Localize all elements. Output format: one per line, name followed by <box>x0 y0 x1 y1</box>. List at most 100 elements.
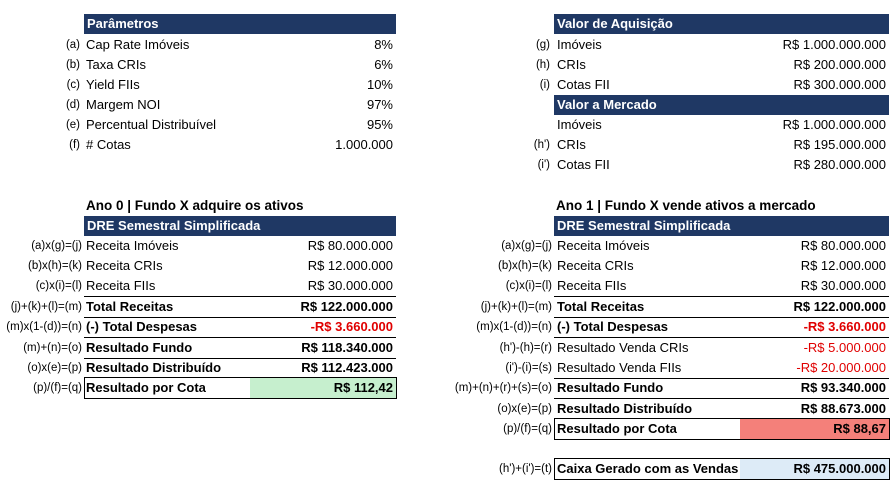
ano1-value: -R$ 5.000.000 <box>803 340 886 355</box>
ano1-dre-header: DRE Semestral Simplificada <box>554 216 889 236</box>
mercado-label: Cotas FII <box>557 157 610 172</box>
ano1-code: (c)x(i)=(l) <box>505 280 552 292</box>
param-value: 95% <box>366 117 393 132</box>
ano1-cota-box <box>554 418 890 440</box>
param-code: (f) <box>69 139 80 151</box>
aquisicao-value: R$ 300.000.000 <box>793 77 886 92</box>
ano1-label: Receita Imóveis <box>557 238 650 253</box>
mercado-value: R$ 280.000.000 <box>793 157 886 172</box>
caixa-highlight <box>740 459 889 479</box>
ano0-dre-header: DRE Semestral Simplificada <box>84 216 396 236</box>
ano1-value: -R$ 3.660.000 <box>803 319 886 334</box>
mercado-code: (h') <box>533 139 550 151</box>
param-value: 10% <box>366 77 393 92</box>
param-code: (c) <box>66 79 80 91</box>
aquisicao-label: Imóveis <box>557 37 602 52</box>
ano0-code: (j)+(k)+(l)=(m) <box>10 301 82 313</box>
ano1-value: R$ 80.000.000 <box>800 238 886 253</box>
ano0-code: (b)x(h)=(k) <box>28 260 82 272</box>
ano1-label: Receita FIIs <box>557 278 627 293</box>
mercado-value: R$ 195.000.000 <box>793 137 886 152</box>
ano0-value: R$ 30.000.000 <box>307 278 393 293</box>
ano0-cota-box <box>84 377 397 399</box>
ano1-value: -R$ 20.000.000 <box>796 360 886 375</box>
param-value: 8% <box>374 37 393 52</box>
ano0-label: Resultado por Cota <box>86 380 206 395</box>
ano1-divider <box>554 398 889 399</box>
mercado-header: Valor a Mercado <box>554 95 889 115</box>
ano0-divider <box>84 296 396 297</box>
ano0-title: Ano 0 | Fundo X adquire os ativos <box>86 198 304 213</box>
ano0-value: R$ 118.340.000 <box>301 340 393 355</box>
param-code: (d) <box>65 99 80 111</box>
ano1-cota-highlight <box>740 419 889 439</box>
ano0-label: Receita FIIs <box>86 278 156 293</box>
aquisicao-header: Valor de Aquisição <box>554 14 889 34</box>
ano0-divider <box>84 317 396 318</box>
ano1-value: R$ 88.673.000 <box>800 401 886 416</box>
ano0-code: (a)x(g)=(j) <box>31 240 82 252</box>
param-code: (a) <box>65 39 80 51</box>
aquisicao-label: CRIs <box>557 57 586 72</box>
aquisicao-code: (i) <box>539 79 550 91</box>
ano1-code: (a)x(g)=(j) <box>501 240 552 252</box>
param-label: # Cotas <box>86 137 131 152</box>
caixa-label: Caixa Gerado com as Vendas <box>557 461 739 476</box>
ano1-divider <box>554 378 889 379</box>
ano0-label: Total Receitas <box>86 299 174 314</box>
ano1-label: Resultado Fundo <box>557 380 664 395</box>
param-label: Cap Rate Imóveis <box>86 37 190 52</box>
ano0-code: (m)x(1-(d))=(n) <box>6 321 82 333</box>
ano1-value: R$ 122.000.000 <box>793 299 886 314</box>
ano0-value: R$ 12.000.000 <box>307 258 393 273</box>
ano0-code: (c)x(i)=(l) <box>35 280 82 292</box>
ano0-code: (o)x(e)=(p) <box>27 362 82 374</box>
param-value: 6% <box>374 57 393 72</box>
ano1-code: (m)+(n)+(r)+(s)=(o) <box>454 382 552 394</box>
ano0-divider <box>84 337 396 338</box>
ano0-value: -R$ 3.660.000 <box>310 319 393 334</box>
caixa-box <box>554 458 890 480</box>
ano0-value: R$ 112,42 <box>333 380 393 395</box>
mercado-value: R$ 1.000.000.000 <box>782 117 886 132</box>
caixa-value: R$ 475.000.000 <box>793 461 886 476</box>
ano1-value: R$ 93.340.000 <box>800 380 886 395</box>
param-code: (e) <box>65 119 80 131</box>
aquisicao-label: Cotas FII <box>557 77 610 92</box>
ano1-value: R$ 12.000.000 <box>800 258 886 273</box>
param-label: Margem NOI <box>86 97 161 112</box>
aquisicao-value: R$ 200.000.000 <box>793 57 886 72</box>
ano0-label: (-) Total Despesas <box>86 319 198 334</box>
ano1-divider <box>554 337 889 338</box>
ano1-code: (h')-(h)=(r) <box>499 342 552 354</box>
ano1-code: (i')-(i)=(s) <box>505 362 552 374</box>
param-value: 1.000.000 <box>335 137 393 152</box>
param-label: Percentual Distribuível <box>86 117 217 132</box>
ano1-value: R$ 88,67 <box>833 421 886 436</box>
ano1-title: Ano 1 | Fundo X vende ativos a mercado <box>556 198 816 213</box>
ano1-code: (p)/(f)=(q) <box>503 423 552 435</box>
ano0-label: Resultado Fundo <box>86 340 193 355</box>
ano1-label: Resultado por Cota <box>557 421 677 436</box>
param-label: Yield FIIs <box>86 77 140 92</box>
param-code: (b) <box>65 59 80 71</box>
ano1-code: (o)x(e)=(p) <box>497 403 552 415</box>
param-value: 97% <box>366 97 393 112</box>
aquisicao-code: (g) <box>535 39 550 51</box>
ano1-divider <box>554 317 889 318</box>
ano0-label: Receita CRIs <box>86 258 163 273</box>
mercado-code: (i') <box>537 159 550 171</box>
ano1-divider <box>554 296 889 297</box>
params-header: Parâmetros <box>84 14 396 34</box>
aquisicao-value: R$ 1.000.000.000 <box>782 37 886 52</box>
ano1-label: (-) Total Despesas <box>557 319 669 334</box>
ano1-code: (m)x(1-(d))=(n) <box>476 321 552 333</box>
param-label: Taxa CRIs <box>86 57 146 72</box>
ano0-code: (m)+(n)=(o) <box>23 342 82 354</box>
ano0-value: R$ 122.000.000 <box>300 299 393 314</box>
ano0-value: R$ 112.423.000 <box>301 360 393 375</box>
ano1-label: Receita CRIs <box>557 258 634 273</box>
mercado-label: CRIs <box>557 137 586 152</box>
ano1-code: (j)+(k)+(l)=(m) <box>480 301 552 313</box>
ano0-label: Resultado Distribuído <box>86 360 222 375</box>
